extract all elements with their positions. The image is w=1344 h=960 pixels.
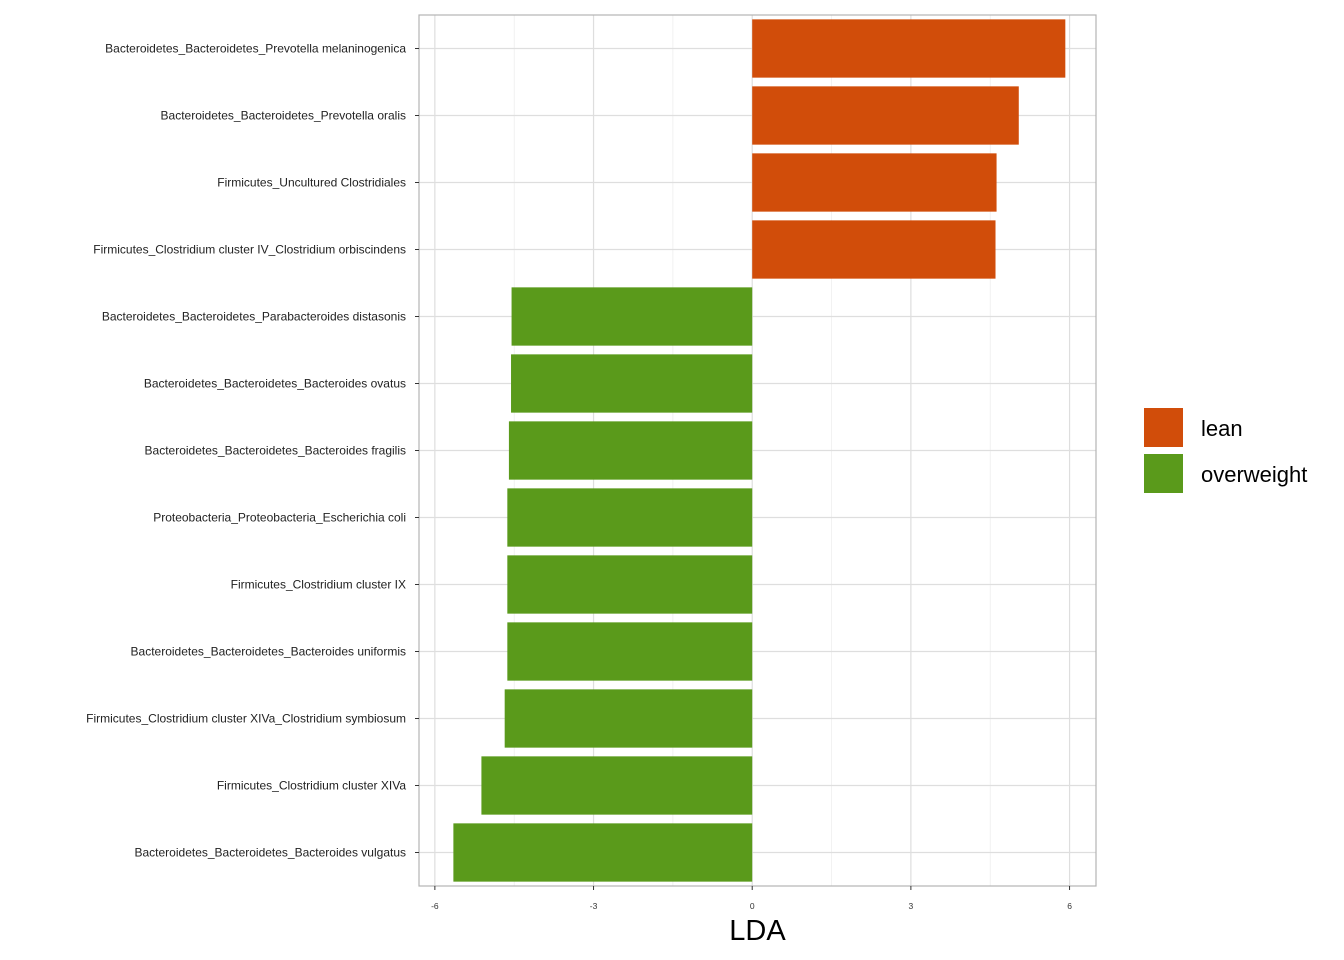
bar xyxy=(507,555,753,614)
category-label: Bacteroidetes_Bacteroidetes_Prevotella o… xyxy=(161,109,406,123)
x-axis-tick-labels: -6 -3 0 3 6 xyxy=(431,901,1072,911)
category-label: Firmicutes_Clostridium cluster IV_Clostr… xyxy=(93,243,406,257)
bar xyxy=(504,689,753,748)
category-label: Proteobacteria_Proteobacteria_Escherichi… xyxy=(153,511,406,525)
category-label: Firmicutes_Clostridium cluster IX xyxy=(231,578,406,592)
legend-swatch xyxy=(1144,454,1183,493)
bar xyxy=(453,823,753,882)
category-label: Bacteroidetes_Bacteroidetes_Parabacteroi… xyxy=(102,310,406,324)
bar xyxy=(507,622,753,681)
bar xyxy=(752,153,997,212)
category-label: Firmicutes_Clostridium cluster XIVa xyxy=(217,779,406,793)
x-axis-title: LDA xyxy=(729,915,786,947)
category-label: Bacteroidetes_Bacteroidetes_Bacteroides … xyxy=(145,444,406,458)
x-tick-label: 6 xyxy=(1067,901,1072,911)
bar xyxy=(481,756,753,815)
category-label: Firmicutes_Uncultured Clostridiales xyxy=(217,176,406,190)
y-axis-category-labels: Bacteroidetes_Bacteroidetes_Prevotella m… xyxy=(86,42,406,860)
legend-swatch xyxy=(1144,408,1183,447)
category-label: Bacteroidetes_Bacteroidetes_Bacteroides … xyxy=(135,846,407,860)
x-tick-label: -3 xyxy=(590,901,598,911)
bar xyxy=(511,354,753,413)
legend-label: overweight xyxy=(1201,462,1307,487)
bar xyxy=(752,220,996,279)
bar xyxy=(507,488,753,547)
category-label: Bacteroidetes_Bacteroidetes_Bacteroides … xyxy=(131,645,406,659)
bar xyxy=(511,287,753,346)
bar xyxy=(752,86,1019,145)
x-axis-ticks xyxy=(434,886,1071,890)
bar xyxy=(752,19,1066,78)
category-label: Bacteroidetes_Bacteroidetes_Prevotella m… xyxy=(105,42,406,56)
category-label: Firmicutes_Clostridium cluster XIVa_Clos… xyxy=(86,712,406,726)
bar xyxy=(508,421,753,480)
bars xyxy=(453,19,1066,882)
legend: lean overweight xyxy=(1144,408,1307,493)
x-tick-label: -6 xyxy=(431,901,439,911)
legend-label: lean xyxy=(1201,416,1243,441)
x-tick-label: 3 xyxy=(909,901,914,911)
y-axis-ticks xyxy=(415,48,419,853)
x-tick-label: 0 xyxy=(750,901,755,911)
category-label: Bacteroidetes_Bacteroidetes_Bacteroides … xyxy=(144,377,406,391)
